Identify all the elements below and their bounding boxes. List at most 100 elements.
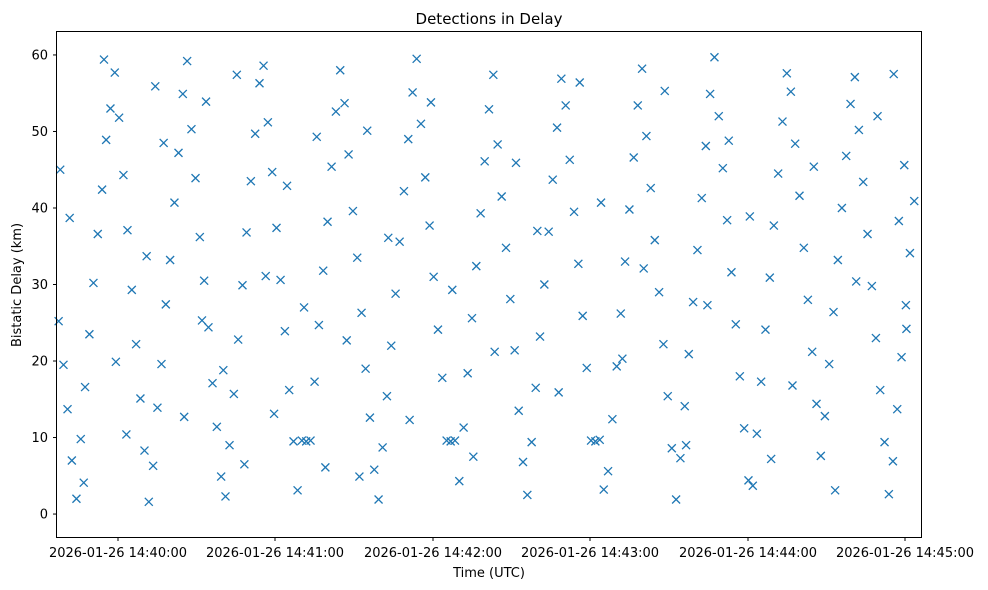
data-point — [531, 383, 541, 393]
data-point — [216, 472, 226, 482]
data-point — [335, 65, 345, 75]
data-point — [850, 72, 860, 82]
data-point — [79, 478, 89, 488]
data-point — [218, 365, 228, 375]
data-point — [603, 466, 613, 476]
data-point — [259, 61, 269, 71]
data-point — [433, 325, 443, 335]
data-point — [556, 74, 566, 84]
x-tick-label: 2026-01-26 14:42:00 — [364, 546, 502, 561]
data-point — [816, 451, 826, 461]
data-point — [782, 68, 792, 78]
data-point — [232, 70, 242, 80]
data-point — [727, 267, 736, 277]
data-point — [681, 440, 691, 450]
data-point — [106, 104, 115, 113]
data-points — [54, 52, 919, 507]
data-point — [829, 307, 838, 317]
data-point — [169, 198, 179, 208]
data-point — [569, 207, 579, 217]
plot-frame — [56, 31, 922, 538]
data-point — [624, 205, 634, 214]
data-point — [484, 104, 494, 114]
data-point — [501, 243, 511, 253]
data-point — [773, 169, 783, 179]
data-point — [633, 100, 643, 110]
data-point — [561, 100, 571, 110]
data-point — [269, 409, 279, 419]
data-point — [629, 153, 639, 162]
chart-title: Detections in Delay — [416, 10, 563, 28]
y-tick-label: 50 — [31, 125, 48, 140]
data-point — [790, 139, 800, 149]
data-point — [121, 430, 131, 439]
data-point — [420, 172, 430, 182]
data-point — [157, 359, 166, 369]
data-point — [97, 185, 107, 195]
data-point — [386, 341, 396, 351]
data-point — [660, 86, 670, 96]
data-point — [135, 394, 145, 403]
x-tick-label: 2026-01-26 14:43:00 — [521, 546, 659, 561]
data-point — [854, 125, 864, 135]
data-point — [535, 332, 545, 341]
data-point — [383, 233, 393, 243]
y-tick-label: 10 — [31, 431, 48, 446]
y-tick-label: 40 — [31, 201, 48, 216]
data-point — [54, 316, 64, 326]
data-point — [658, 339, 668, 349]
data-point — [323, 217, 332, 227]
data-point — [905, 248, 915, 258]
data-point — [352, 253, 362, 263]
data-point — [702, 300, 712, 310]
data-point — [467, 313, 477, 323]
data-point — [637, 64, 647, 74]
data-point — [263, 117, 273, 127]
data-point — [709, 52, 719, 62]
data-point — [863, 229, 872, 239]
data-point — [426, 97, 436, 107]
data-point — [684, 349, 694, 359]
data-point — [310, 377, 320, 387]
data-point — [239, 459, 249, 469]
data-point — [459, 423, 469, 433]
data-point — [67, 456, 77, 465]
data-point — [299, 302, 309, 312]
data-point — [888, 456, 898, 466]
data-point — [539, 280, 549, 289]
data-point — [612, 361, 622, 371]
data-point — [55, 165, 65, 175]
data-point — [871, 333, 881, 343]
data-point — [416, 119, 426, 129]
data-point — [412, 54, 422, 64]
data-point — [340, 98, 350, 108]
y-tick-label: 20 — [31, 355, 48, 370]
data-point — [195, 232, 205, 242]
data-point — [575, 78, 585, 87]
data-point — [63, 404, 72, 414]
data-point — [511, 158, 521, 168]
data-point — [820, 411, 830, 421]
data-point — [505, 294, 515, 304]
data-point — [875, 385, 885, 395]
data-point — [639, 263, 649, 273]
x-tick-label: 2026-01-26 14:41:00 — [206, 546, 344, 561]
data-point — [476, 208, 486, 218]
data-point — [786, 87, 796, 97]
data-point — [255, 78, 264, 88]
data-point — [830, 485, 840, 495]
data-point — [799, 243, 809, 253]
data-point — [788, 381, 797, 390]
data-point — [909, 196, 919, 206]
data-point — [233, 335, 243, 345]
data-point — [803, 295, 813, 305]
data-point — [314, 320, 324, 330]
data-point — [705, 89, 715, 99]
data-point — [518, 457, 528, 467]
data-point — [362, 126, 372, 136]
y-tick-label: 0 — [40, 508, 48, 523]
data-point — [663, 391, 673, 401]
data-point — [765, 273, 775, 283]
data-point — [841, 151, 851, 161]
data-point — [142, 251, 152, 261]
